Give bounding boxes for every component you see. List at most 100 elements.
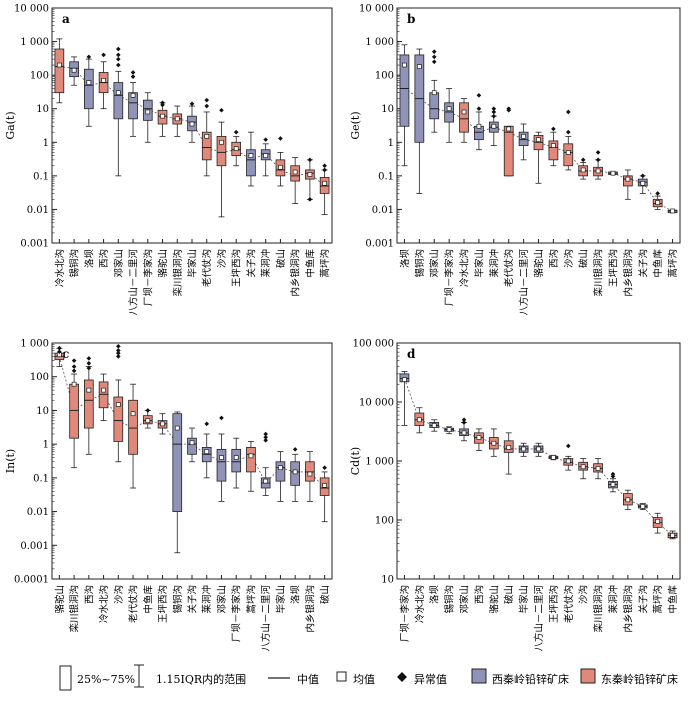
y-axis-label: Ga(t) [4,111,17,139]
mean-marker [536,137,541,142]
mean-marker [506,126,512,132]
outlier-marker [461,420,467,425]
x-category-label: 栾川银洞沟 [593,249,605,297]
box-b-3 [444,88,454,143]
box-c-3 [98,373,109,421]
y-tick-label: 10 000 [359,4,394,15]
box-b-11 [563,109,574,171]
iqr-box [128,92,138,120]
x-category-label: 王坪西沟 [231,249,243,287]
box-b-9 [533,131,544,184]
x-category-label: 内乡银洞沟 [622,585,634,633]
mean-marker [145,109,151,115]
box-b-12 [578,157,589,180]
y-tick-label: 100 [375,516,394,527]
box-a-10 [201,97,212,177]
box-a-16 [290,157,300,204]
plot-frame [396,7,681,244]
box-a-4 [113,46,124,177]
outlier-marker [101,52,106,58]
y-tick-label: 10 000 [359,398,394,409]
y-tick-label: 10 [381,575,394,586]
outlier-marker [233,129,239,135]
box-a-7 [157,100,168,137]
outlier-marker [86,365,92,371]
outlier-marker [491,106,497,112]
box-b-6 [488,106,499,146]
box-d-12 [578,458,589,480]
y-tick-label: 0.0001 [14,575,49,586]
box-d-1 [414,407,425,434]
iqr-box [216,448,227,482]
y-tick-label: 0.01 [372,205,394,216]
outlier-marker [263,434,268,440]
legend: 25%~75% 1.15IQR内的范围 中值 均值 异常值 西秦岭铅锌矿床 东秦… [0,656,700,702]
outlier-marker [307,197,313,202]
y-tick-label: 100 [30,372,49,383]
mean-marker [174,425,180,431]
mean-marker [219,455,224,460]
x-category-label: 洛坝 [290,585,302,605]
mean-marker [322,482,327,488]
mean-marker [233,146,239,151]
outlier-marker [160,102,165,108]
legend-whisker-item: 1.15IQR内的范围 [134,664,246,688]
x-category-label: 王坪西沟 [548,585,560,623]
panel-letter: d [407,347,416,361]
y-tick-label: 0.001 [365,239,394,250]
legend-outlier-item: 异常值 [397,672,447,686]
x-category-label: 毕家山 [187,249,199,278]
x-category-label: 厂坝－李家沟 [399,585,411,642]
iqr-box [246,149,256,177]
x-category-label: 蒿坪沟 [319,249,331,278]
x-category-label: 厂坝－李家沟 [231,585,243,642]
mean-marker [580,464,586,470]
outlier-marker [71,368,77,374]
box-a-15 [275,136,286,187]
iqr-box [231,448,242,473]
mean-marker [248,153,254,158]
panel-letter: c [62,347,69,361]
box-plot-figure: a0.0010.010.11101001 00010 000Ga(t)冷水北沟锡… [4,4,681,652]
iqr-box [98,381,109,409]
x-category-label: 冷水北沟 [54,249,66,287]
mean-marker [595,168,601,174]
box-b-14 [608,170,618,176]
box-b-13 [593,150,603,180]
outlier-marker [116,354,121,359]
legend-median-item: 中值 [268,673,319,686]
mean-marker [521,134,526,139]
outlier-marker [292,447,298,452]
mean-marker [101,387,106,393]
box-d-2 [429,419,440,432]
box-d-16 [637,503,648,511]
mean-marker [174,116,180,122]
mean-marker [670,208,675,214]
x-category-label: 关子沟 [637,249,649,278]
mean-marker [521,446,526,452]
x-category-label: 蒿坪沟 [245,585,257,614]
mean-marker [86,80,92,85]
y-tick-label: 10 [36,406,49,417]
legend-median-label: 中值 [297,673,319,686]
x-category-label: 蒿坪沟 [652,585,664,614]
box-b-0 [399,44,410,167]
outlier-marker [565,443,571,449]
panel-c: c 0.0001 0.001 0.01 0.1 1 10 100 1 000 In(t) 骆驼山 栾川… [4,339,333,652]
x-category-label: 锡铜沟 [444,585,456,614]
y-tick-label: 100 [30,71,49,82]
box-a-6 [142,92,153,143]
y-tick-label: 0.1 [33,473,49,484]
mean-marker [278,164,283,170]
outlier-marker [71,364,77,369]
y-tick-label: 1 [43,138,49,149]
x-category-label: 王坪西沟 [607,249,619,287]
x-category-label: 中鱼库 [667,585,679,614]
box-c-13 [246,441,256,492]
outlier-marker [565,129,571,135]
x-category-label: 八方山－二里河 [260,585,272,652]
mean-marker [160,113,165,119]
x-category-label: 锡铜沟 [172,585,184,614]
mean-marker [57,62,62,68]
outlier-marker [506,106,512,112]
